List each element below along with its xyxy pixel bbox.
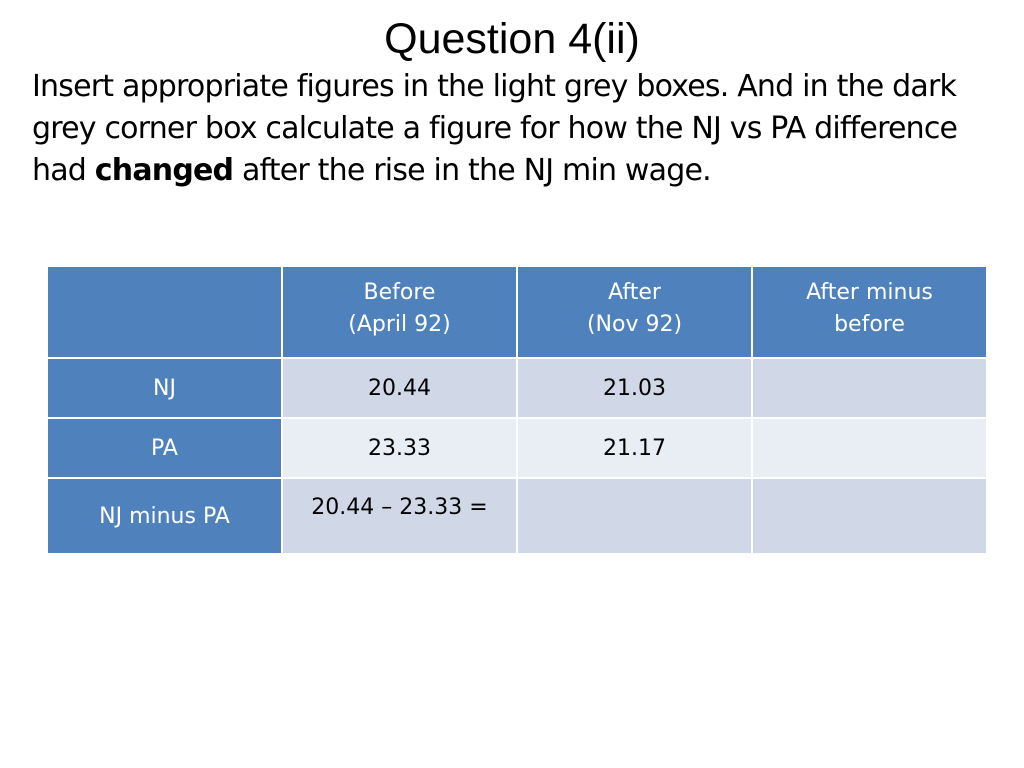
header-before-line2: (April 92) — [348, 312, 451, 337]
pa-diff-cell — [751, 417, 988, 479]
header-after-minus-before: After minus before — [751, 265, 988, 359]
instructions-bold: changed — [94, 153, 234, 188]
nj-before-cell: 20.44 — [281, 357, 518, 419]
table-row-pa: PA 23.33 21.17 — [46, 417, 988, 479]
pa-after-cell: 21.17 — [516, 417, 753, 479]
table-row-nj: NJ 20.44 21.03 — [46, 357, 988, 419]
table-row-nj-minus-pa: NJ minus PA 20.44 – 23.33 = — [46, 477, 988, 555]
header-row: Before (April 92) After (Nov 92) After m… — [46, 265, 988, 359]
row-label-pa: PA — [46, 417, 283, 479]
instructions-part1: Insert appropriate figures in the light … — [32, 69, 958, 188]
instructions-text: Insert appropriate figures in the light … — [32, 66, 1007, 192]
nj-minus-pa-before-cell: 20.44 – 23.33 = — [281, 477, 518, 555]
header-before: Before (April 92) — [281, 265, 518, 359]
header-diff-line2: before — [834, 312, 905, 337]
nj-diff-cell — [751, 357, 988, 419]
header-after-line2: (Nov 92) — [586, 312, 683, 337]
header-after: After (Nov 92) — [516, 265, 753, 359]
header-corner-cell — [46, 265, 283, 359]
nj-minus-pa-after-cell — [516, 477, 753, 555]
data-table: Before (April 92) After (Nov 92) After m… — [46, 265, 988, 555]
slide-title: Question 4(ii) — [384, 15, 640, 63]
nj-after-cell: 21.03 — [516, 357, 753, 419]
instructions-part2: after the rise in the NJ min wage. — [233, 153, 712, 188]
header-after-line1: After — [608, 280, 661, 305]
row-label-nj-minus-pa: NJ minus PA — [46, 477, 283, 555]
row-label-nj: NJ — [46, 357, 283, 419]
header-diff-line1: After minus — [806, 280, 933, 305]
header-before-line1: Before — [363, 280, 436, 305]
nj-minus-pa-diff-cell — [751, 477, 988, 555]
pa-before-cell: 23.33 — [281, 417, 518, 479]
